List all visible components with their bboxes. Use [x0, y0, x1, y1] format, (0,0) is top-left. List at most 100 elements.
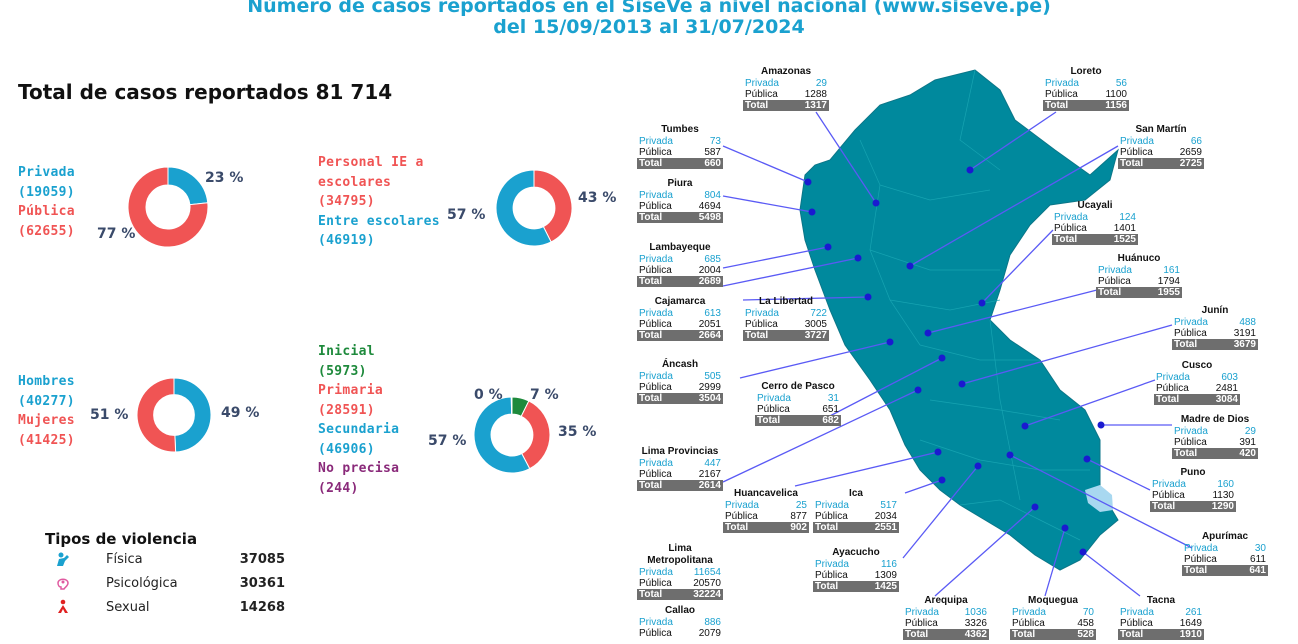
leader-line — [1009, 454, 1193, 549]
row-value: 29 — [1244, 426, 1256, 437]
region-name: Moquegua — [1028, 595, 1078, 606]
row-label: Total — [639, 480, 663, 491]
region-dot — [1031, 503, 1039, 511]
violence-value: 37085 — [239, 551, 285, 567]
region-name: Áncash — [661, 359, 699, 370]
row-label: Privada — [639, 190, 673, 201]
pct-primaria: 35 % — [558, 424, 597, 440]
row-label: Pública — [745, 319, 778, 330]
region-dot — [1006, 451, 1014, 459]
row-value: 1100 — [1105, 89, 1127, 100]
row-value: 2051 — [698, 319, 721, 330]
region-dot — [1021, 422, 1029, 430]
row-value: 2725 — [1179, 158, 1202, 169]
row-value: 1288 — [804, 89, 827, 100]
leader-line — [1086, 458, 1151, 491]
donut-slice-mujeres — [137, 378, 177, 452]
row-publica: Pública 391 — [1172, 437, 1258, 448]
legend-publica-count: (62655) — [18, 223, 75, 239]
leader-line — [981, 229, 1054, 304]
row-value: 685 — [704, 254, 721, 265]
row-privada: Privada 56 — [1043, 78, 1129, 89]
row-value: 420 — [1239, 448, 1256, 459]
region-box-ayacucho: Ayacucho Privada 116 Pública 1309 Total 1425 — [813, 547, 899, 592]
row-label: Total — [1098, 287, 1122, 298]
row-value: 651 — [822, 404, 839, 415]
physical-violence-icon — [57, 552, 69, 566]
row-total: Total 528 — [1010, 629, 1096, 640]
row-label: Total — [905, 629, 929, 640]
row-label: Privada — [1120, 607, 1154, 618]
row-total: Total 2689 — [637, 276, 723, 287]
pct-publica: 77 % — [97, 226, 136, 242]
region-box-ica: Ica Privada 517 Pública 2034 Total 2551 — [813, 488, 899, 533]
region-box-cusco: Cusco Privada 603 Pública 2481 Total 3084 — [1154, 360, 1240, 405]
leader-line — [1082, 551, 1141, 597]
region-name: San Martín — [1135, 124, 1187, 135]
row-label: Privada — [815, 500, 849, 511]
row-label: Pública — [745, 89, 778, 100]
row-value: 722 — [810, 308, 827, 319]
row-privada: Privada 517 — [813, 500, 899, 511]
row-label: Pública — [1174, 437, 1207, 448]
row-publica: Pública 1288 — [743, 89, 829, 100]
row-value: 4362 — [964, 629, 987, 640]
donut-chart-nivel — [474, 397, 550, 473]
row-value: 1955 — [1157, 287, 1180, 298]
region-box-amazonas: Amazonas Privada 29 Pública 1288 Total 1317 — [743, 66, 829, 111]
row-total: Total 2551 — [813, 522, 899, 533]
region-box-la-libertad: La Libertad Privada 722 Pública 3005 Total 372… — [743, 296, 829, 341]
row-label: Privada — [639, 308, 673, 319]
violence-name: Sexual — [106, 599, 150, 615]
region-box-moquegua: Moquegua Privada 70 Pública 458 Total 528 — [1010, 595, 1096, 640]
row-value: 160 — [1217, 479, 1234, 490]
row-publica: Pública 1649 — [1118, 618, 1204, 629]
legend-privada: Privada — [18, 165, 75, 180]
row-label: Privada — [1012, 607, 1046, 618]
row-label: Total — [1174, 339, 1198, 350]
titicaca-lake — [1085, 485, 1113, 512]
row-value: 161 — [1163, 265, 1180, 276]
region-name: Piura — [667, 178, 693, 189]
region-dot — [966, 166, 974, 174]
row-value: 886 — [704, 617, 721, 628]
region-dot — [974, 462, 982, 470]
row-privada: Privada 25 — [723, 500, 809, 511]
row-publica: Pública 20570 — [637, 578, 723, 589]
row-value: 611 — [1250, 554, 1266, 565]
donut-chart-gestion — [128, 167, 208, 247]
row-value: 804 — [704, 190, 721, 201]
row-label: Pública — [639, 147, 672, 158]
row-label: Privada — [1174, 317, 1208, 328]
row-label: Pública — [1156, 383, 1189, 394]
row-total: Total 5498 — [637, 212, 723, 223]
pct-hombres: 49 % — [221, 405, 260, 421]
region-name: Puno — [1180, 467, 1206, 478]
leader-line — [815, 111, 877, 204]
region-name: La Libertad — [759, 296, 813, 307]
row-publica: Pública 3326 — [903, 618, 989, 629]
legend-secundaria: Secundaria — [318, 422, 400, 437]
donut-slice-no-precisa — [510, 397, 513, 415]
row-privada: Privada 505 — [637, 371, 723, 382]
row-label: Privada — [1054, 212, 1088, 223]
violence-name: Física — [106, 551, 143, 567]
row-label: Privada — [639, 136, 673, 147]
row-value: 1309 — [874, 570, 897, 581]
row-privada: Privada 886 — [637, 617, 723, 628]
leader-line — [902, 465, 979, 559]
region-dot — [808, 208, 816, 216]
row-value: 3326 — [964, 618, 987, 629]
legend-personal-count: (34795) — [318, 194, 375, 209]
total-cases-title: Total de casos reportados 81 714 — [18, 80, 393, 104]
leader-line — [961, 324, 1173, 385]
row-label: Privada — [639, 567, 673, 578]
row-label: Total — [639, 589, 663, 600]
region-dot — [938, 354, 946, 362]
row-label: Total — [1184, 565, 1208, 576]
legend-primaria: Primaria — [318, 383, 384, 398]
pct-inicial: 7 % — [530, 387, 559, 403]
peru-map-shape — [799, 69, 1119, 571]
region-dot — [906, 262, 914, 270]
